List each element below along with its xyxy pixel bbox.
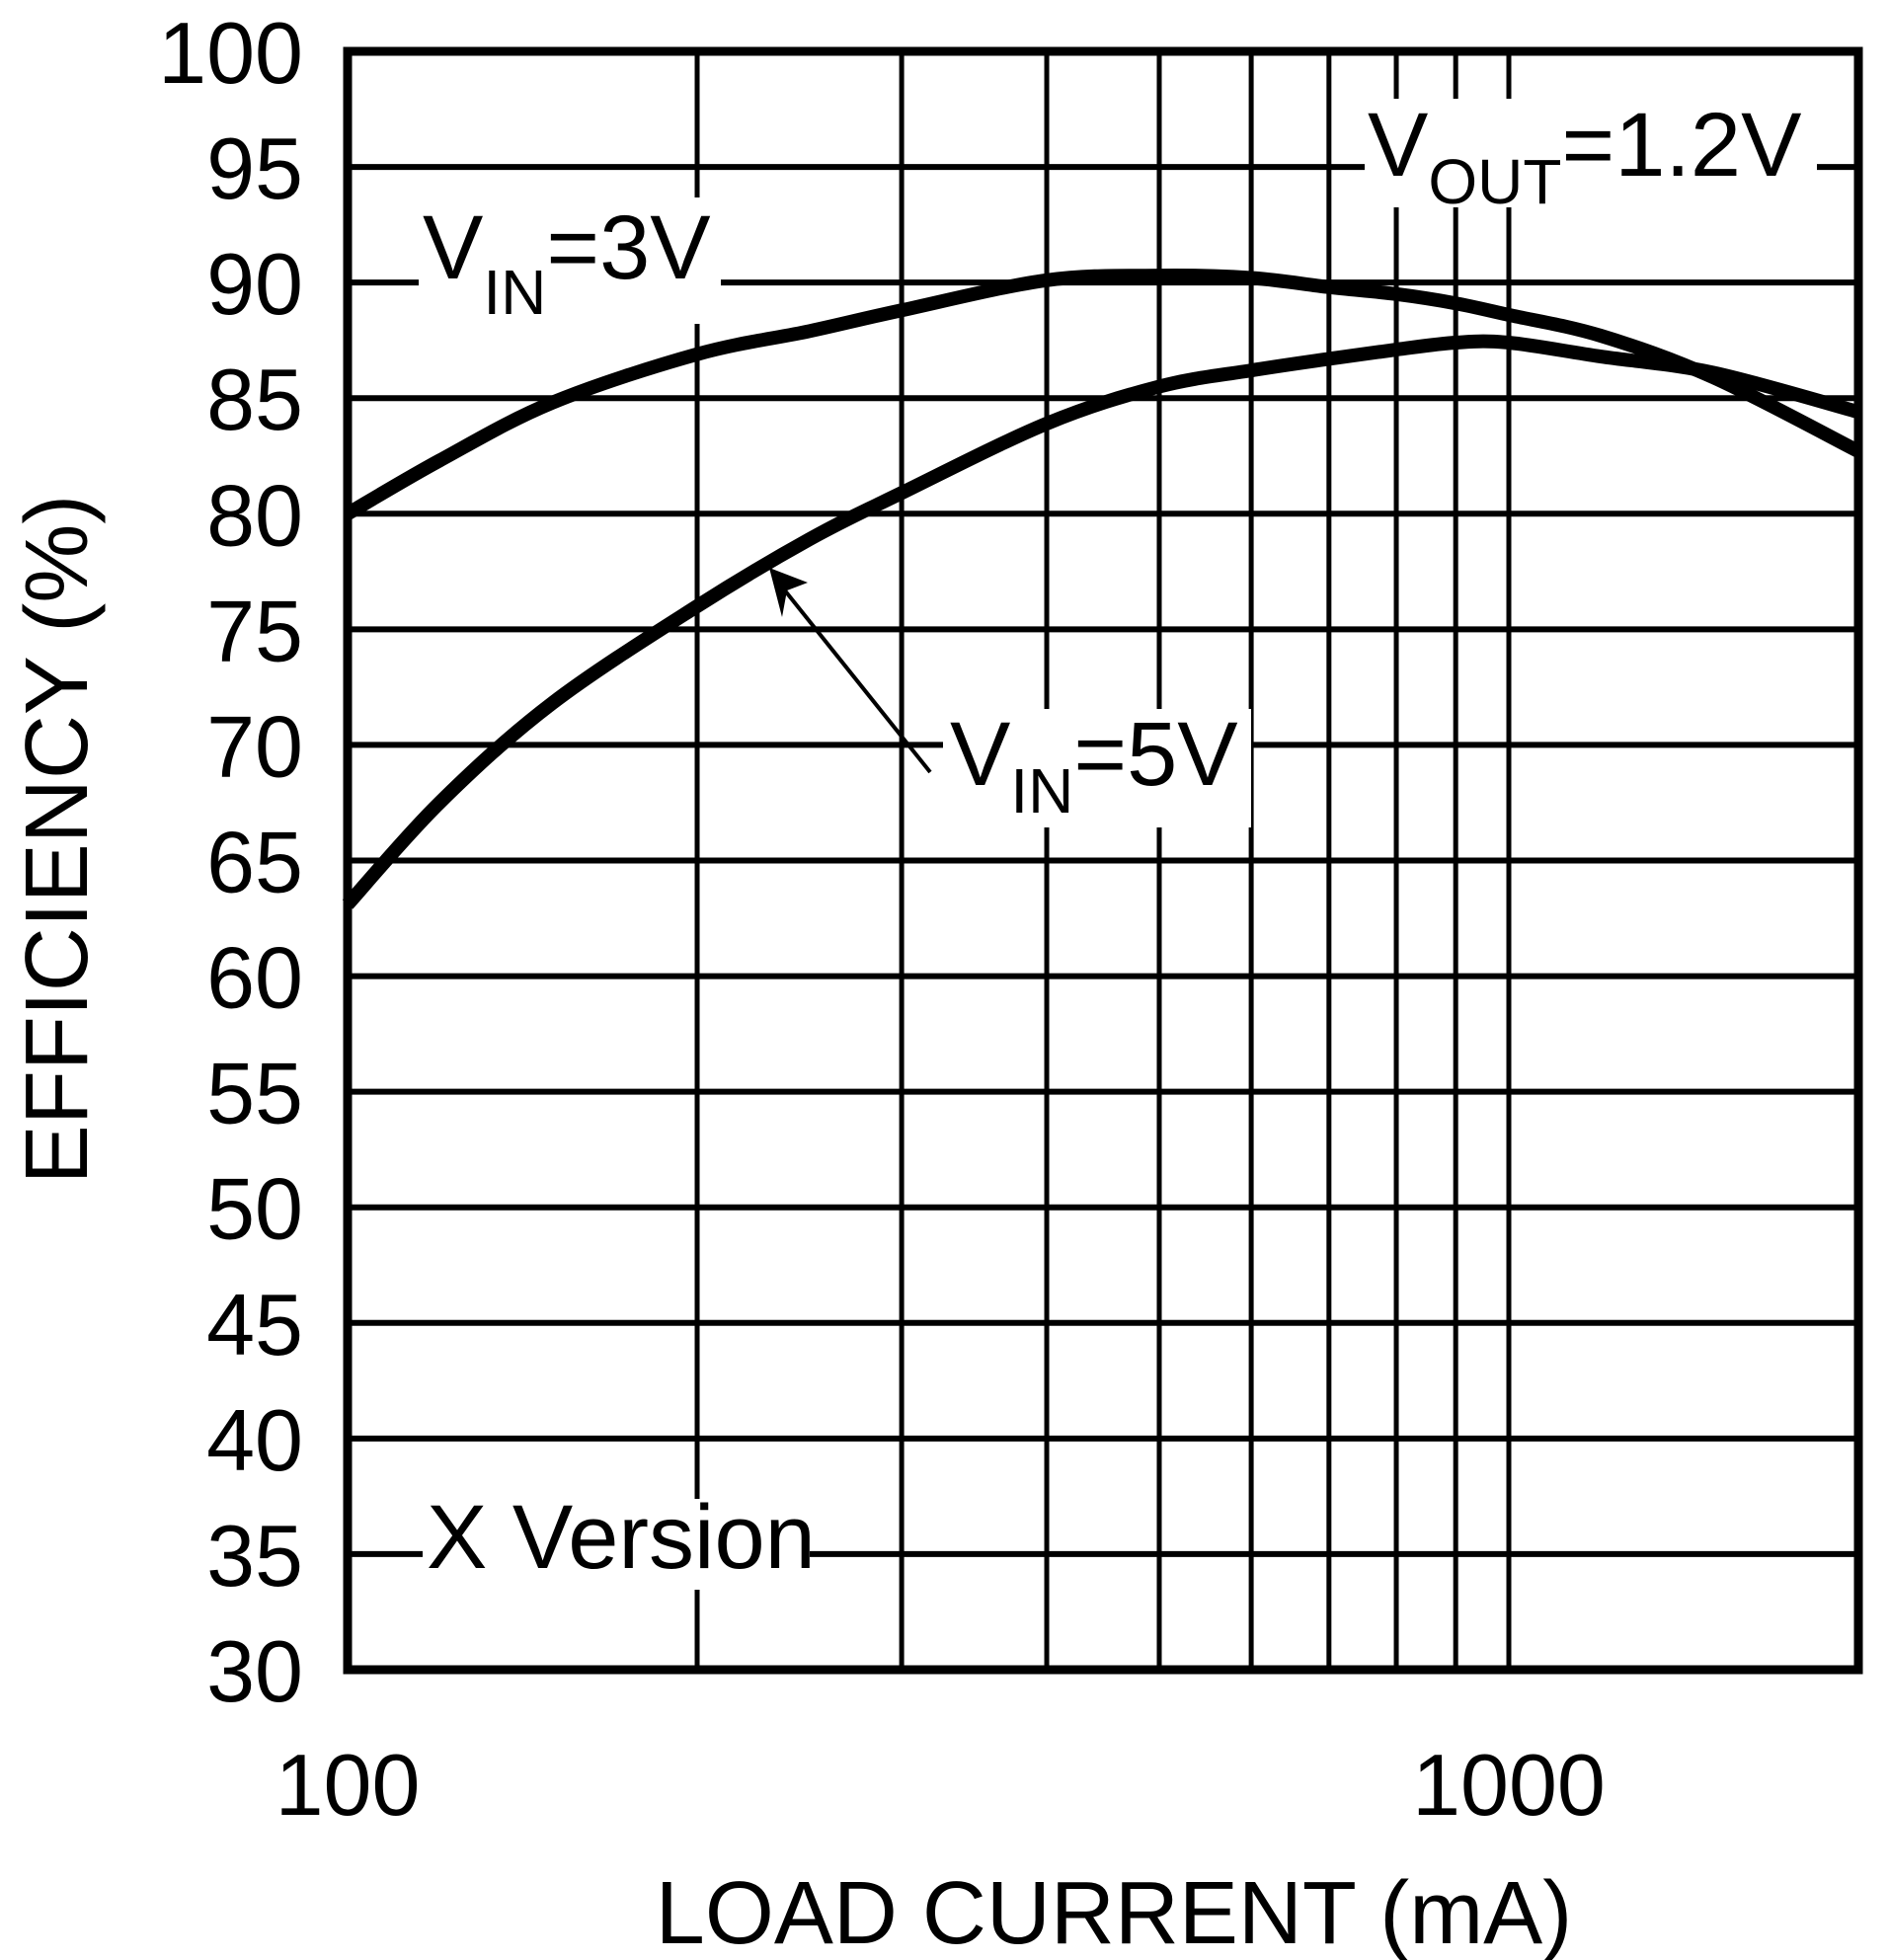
y-tick-label: 95 [206,119,303,217]
annotation-backgrounds [419,99,1817,1590]
x-axis-tick-labels: 100 1000 [275,1736,1606,1834]
y-tick-label: 30 [206,1622,303,1720]
y-tick-label: 55 [206,1045,303,1142]
y-tick-label: 75 [206,582,303,679]
plot-frame [343,46,1863,1675]
x-version-label: X Version [427,1487,816,1588]
x-tick-label: 1000 [1412,1736,1606,1834]
series-line-vin-5v [342,334,1860,909]
y-tick-label: 85 [206,351,303,448]
y-axis-tick-labels: 100 95 90 85 80 75 70 65 60 55 50 45 40 35 30 [158,4,303,1720]
y-tick-label: 45 [206,1276,303,1373]
y-tick-label: 90 [206,235,303,333]
y-tick-label: 100 [158,4,303,102]
y-tick-label: 65 [206,814,303,911]
vout-label: VOUT=1.2V [1368,95,1801,217]
vin-5v-pointer-arrow [769,568,932,774]
y-tick-label: 60 [206,929,303,1027]
series-lines [342,269,1862,909]
y-axis-title: EFFICIENCY (%) [8,495,107,1184]
y-tick-label: 40 [206,1391,303,1489]
y-tick-label: 70 [206,697,303,795]
x-tick-label: 100 [275,1736,421,1834]
y-tick-label: 80 [206,466,303,564]
y-tick-label: 50 [206,1160,303,1258]
vin-5v-label: VIN=5V [950,704,1238,826]
x-axis-title: LOAD CURRENT (mA) [656,1864,1572,1960]
series-line-vin-3v [344,269,1862,520]
y-tick-label: 35 [206,1507,303,1605]
vin-3v-label: VIN=3V [423,197,711,328]
vertical-gridlines [694,51,1512,1670]
